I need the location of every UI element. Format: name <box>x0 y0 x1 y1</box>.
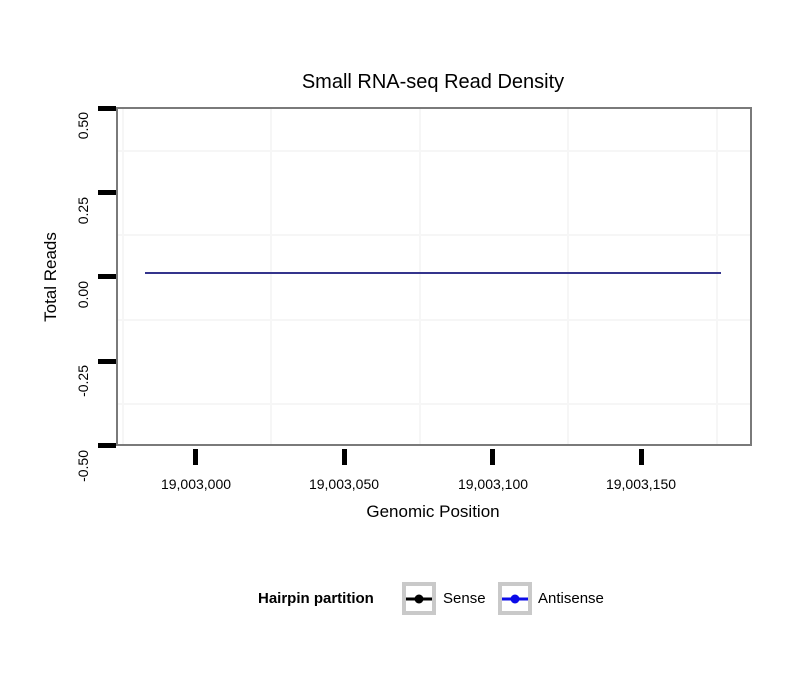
gridline-horizontal <box>118 150 750 152</box>
y-tick-label: -0.25 <box>75 365 91 397</box>
legend-label-antisense: Antisense <box>538 590 604 607</box>
y-tick-label: 0.00 <box>75 281 91 309</box>
legend-title: Hairpin partition <box>258 590 374 607</box>
y-axis-tick <box>98 190 116 195</box>
y-axis-tick <box>98 443 116 448</box>
series-line-sense-over-antisense <box>145 272 721 274</box>
y-tick-label: 0.50 <box>75 112 91 140</box>
gridline-vertical <box>122 109 124 444</box>
x-tick-label: 19,003,100 <box>457 476 529 492</box>
plot-panel <box>116 107 752 446</box>
x-axis-label: Genomic Position <box>366 502 500 521</box>
gridline-vertical <box>567 109 569 444</box>
gridline-vertical <box>716 109 718 444</box>
chart-title: Small RNA-seq Read Density <box>301 71 565 93</box>
y-axis-tick <box>98 106 116 111</box>
x-axis-tick <box>639 449 644 465</box>
gridline-vertical <box>270 109 272 444</box>
x-axis-tick <box>490 449 495 465</box>
sense-dot-icon <box>414 594 424 603</box>
antisense-dot-icon <box>510 594 520 603</box>
x-axis-tick <box>342 449 347 465</box>
gridline-horizontal <box>118 319 750 321</box>
legend-label-sense: Sense <box>443 590 486 607</box>
gridline-vertical <box>419 109 421 444</box>
y-tick-label: -0.50 <box>75 450 91 482</box>
y-axis-tick <box>98 359 116 364</box>
gridline-horizontal <box>118 234 750 236</box>
y-axis-label: Total Reads <box>41 232 60 322</box>
y-tick-label: 0.25 <box>75 197 91 225</box>
x-tick-label: 19,003,050 <box>308 476 380 492</box>
gridline-horizontal <box>118 403 750 405</box>
x-axis-tick <box>193 449 198 465</box>
x-tick-label: 19,003,150 <box>605 476 677 492</box>
x-tick-label: 19,003,000 <box>160 476 232 492</box>
legend-key-antisense <box>498 582 532 615</box>
legend-key-sense <box>402 582 436 615</box>
y-axis-tick <box>98 274 116 279</box>
